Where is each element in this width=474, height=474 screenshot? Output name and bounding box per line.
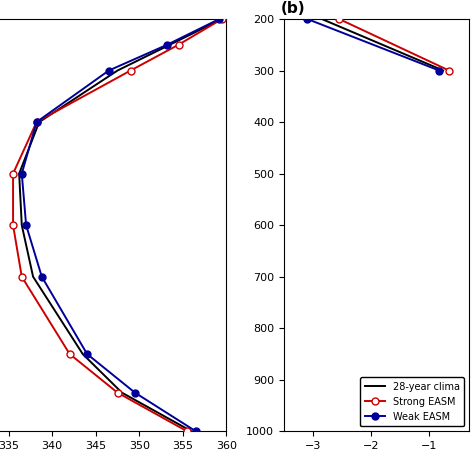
Text: (b): (b) <box>280 1 305 17</box>
Legend: 28-year clima, Strong EASM, Weak EASM: 28-year clima, Strong EASM, Weak EASM <box>360 377 465 427</box>
